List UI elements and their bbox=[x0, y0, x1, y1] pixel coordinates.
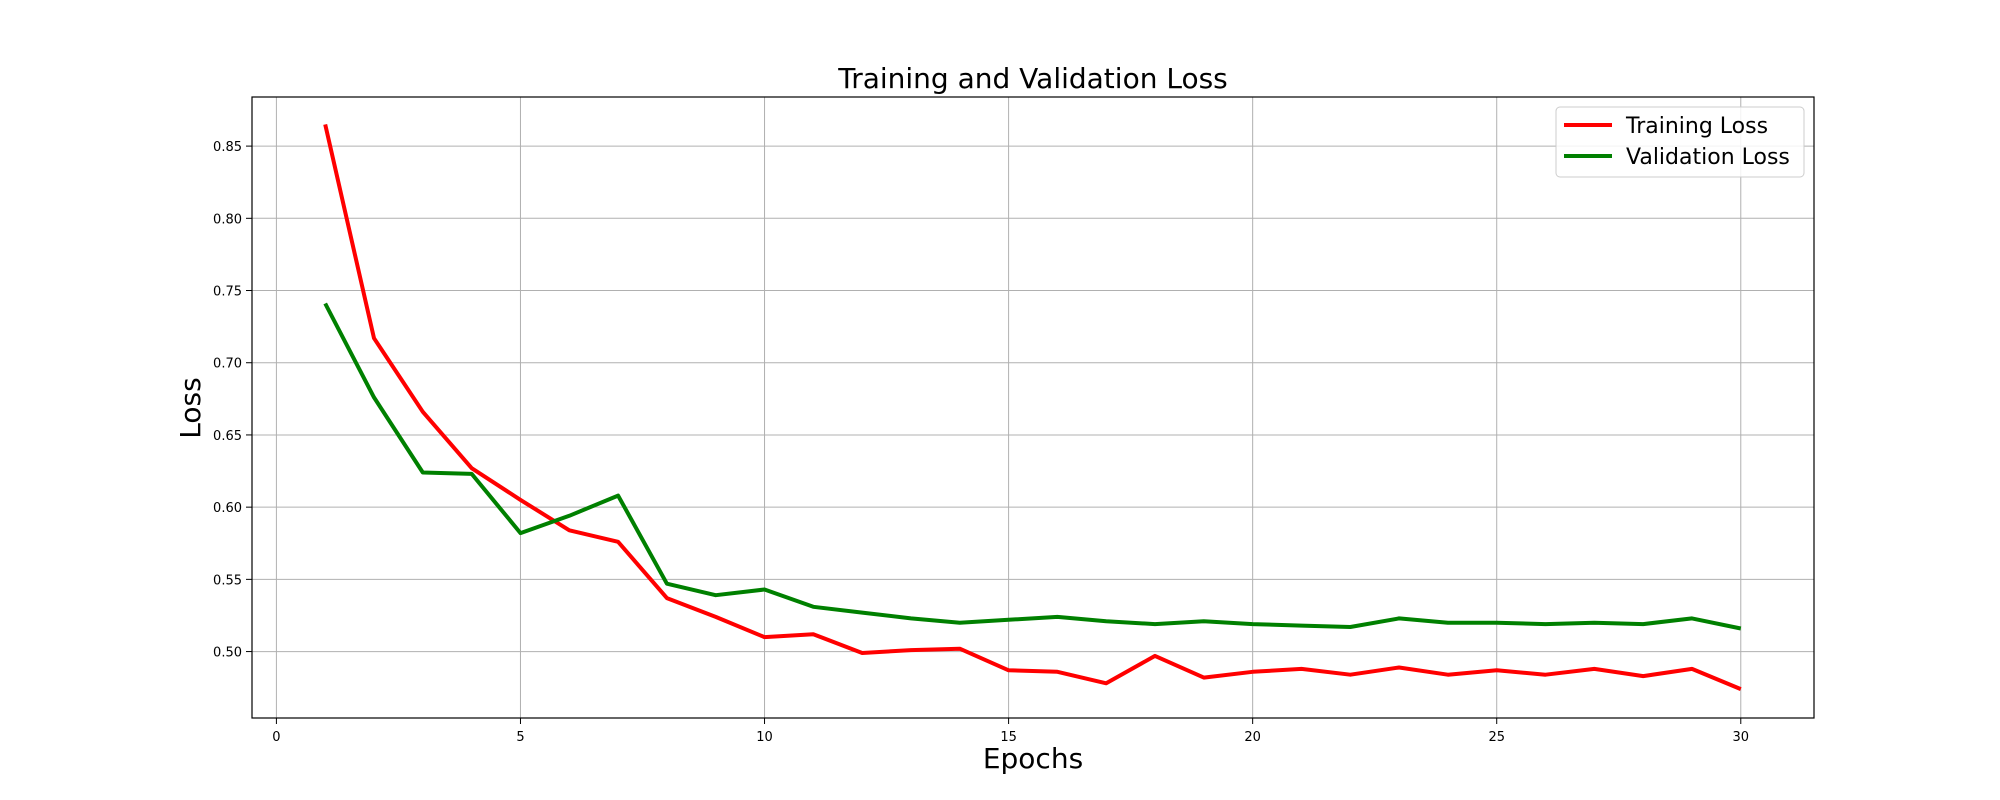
x-tick-label: 25 bbox=[1488, 730, 1505, 745]
y-tick-label: 0.50 bbox=[213, 646, 242, 661]
training-loss-line bbox=[323, 123, 1742, 691]
legend-box bbox=[1555, 106, 1805, 178]
x-tick-label: 0 bbox=[272, 730, 280, 745]
legend-training-label: Training Loss bbox=[1625, 114, 1768, 139]
validation-loss-line bbox=[323, 302, 1742, 631]
plot-frame bbox=[251, 96, 1815, 719]
axis-ticks: 0 5 10 15 20 25 30 0.50 0.55 0.60 0.65 0.70 0.75 0.80… bbox=[213, 140, 1749, 745]
x-tick-label: 10 bbox=[756, 730, 773, 745]
series-lines bbox=[323, 123, 1742, 691]
y-tick-label: 0.60 bbox=[213, 501, 242, 516]
y-tick-label: 0.65 bbox=[213, 429, 242, 444]
legend: Training Loss Validation Loss bbox=[1555, 106, 1805, 178]
chart-title: Training and Validation Loss bbox=[837, 62, 1228, 95]
y-tick-label: 0.55 bbox=[213, 573, 242, 588]
y-tick-label: 0.70 bbox=[213, 357, 242, 372]
y-tick-label: 0.80 bbox=[213, 212, 242, 227]
x-tick-label: 15 bbox=[1000, 730, 1017, 745]
x-tick-label: 5 bbox=[516, 730, 524, 745]
y-tick-label: 0.75 bbox=[213, 285, 242, 300]
grid-lines bbox=[252, 97, 1814, 718]
x-tick-label: 20 bbox=[1244, 730, 1261, 745]
x-axis-label: Epochs bbox=[983, 742, 1083, 775]
y-axis-label: Loss bbox=[174, 377, 207, 438]
y-tick-label: 0.85 bbox=[213, 140, 242, 155]
x-tick-label: 30 bbox=[1733, 730, 1750, 745]
legend-validation-label: Validation Loss bbox=[1626, 145, 1790, 170]
